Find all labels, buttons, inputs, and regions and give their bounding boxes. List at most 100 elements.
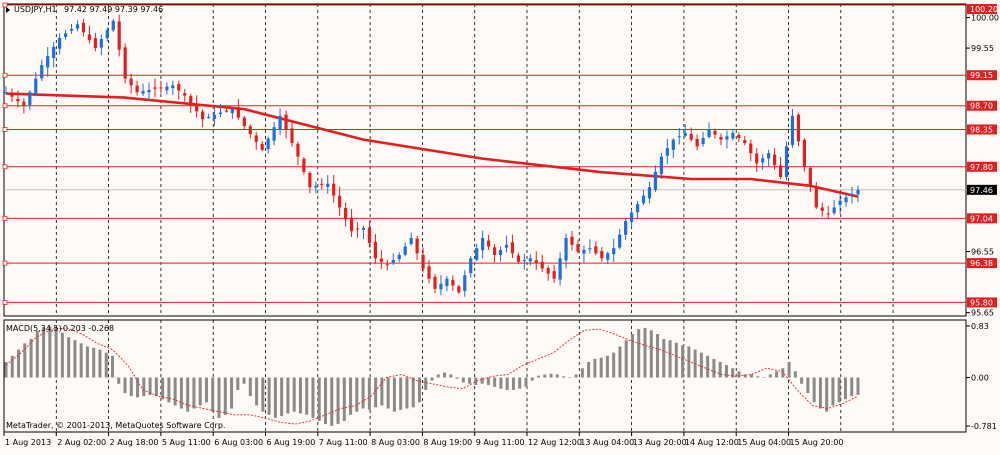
level-handle[interactable] (2, 72, 8, 78)
macd-bar (430, 377, 434, 381)
macd-bar (562, 376, 566, 378)
candle-body (731, 132, 735, 139)
level-handle[interactable] (2, 127, 8, 132)
macd-tick-label: 0.83 (971, 322, 989, 331)
macd-bar (367, 377, 371, 410)
candle-body (290, 128, 294, 144)
candle-body (808, 167, 812, 188)
macd-bar (161, 377, 165, 400)
candle-body (647, 187, 652, 199)
candles-layer (4, 14, 860, 297)
candle-body (195, 103, 199, 112)
candle-body (123, 47, 127, 79)
level-tag (967, 297, 997, 308)
macd-bar (223, 377, 227, 415)
symbol-label: USDJPY,H1 (14, 5, 57, 14)
macd-bar (204, 377, 208, 403)
macd-bar (392, 377, 396, 412)
macd-bar (42, 327, 46, 378)
candle-body (725, 136, 729, 140)
candle-body (778, 165, 783, 177)
candle-body (28, 92, 32, 105)
level-tag (967, 4, 997, 14)
level-tag (967, 70, 997, 81)
macd-bar (273, 377, 277, 418)
macd-bar (255, 377, 259, 406)
macd-bar (10, 355, 14, 378)
macd-bar (674, 342, 678, 378)
candle-body (302, 158, 306, 172)
macd-bar (148, 377, 152, 395)
macd-bar (543, 374, 547, 378)
candle-body (171, 85, 175, 89)
macd-bar (480, 377, 484, 384)
candle-body (713, 130, 717, 135)
macd-bar (850, 377, 854, 397)
candle-body (93, 38, 97, 49)
macd-bar (737, 371, 741, 378)
macd-bar (706, 355, 710, 378)
candle-body (558, 258, 562, 280)
level-handle[interactable] (2, 260, 8, 266)
time-tick-label: 8 Aug 03:00 (371, 438, 420, 447)
candle-body (701, 137, 705, 144)
candle-body (606, 253, 610, 260)
macd-bar (568, 377, 572, 379)
time-tick-label: 15 Aug 20:00 (790, 438, 844, 447)
macd-bar (330, 377, 334, 426)
macd-bar (198, 377, 202, 406)
macd-bar (374, 377, 378, 408)
level-handle[interactable] (2, 103, 8, 109)
candle-body (671, 139, 675, 150)
candle-body (218, 112, 223, 114)
ohlc-label: 97.42 97.49 97.39 97.46 (64, 5, 163, 14)
macd-bar (812, 377, 816, 403)
candle-body (850, 193, 854, 196)
time-tick-label: 9 Aug 11:00 (476, 438, 525, 447)
macd-tick-label: -0.781 (971, 422, 997, 431)
candle-body (338, 195, 342, 208)
candle-body (737, 134, 741, 138)
macd-bar (23, 343, 27, 378)
candle-body (653, 171, 658, 190)
price-tick-label: 95.65 (971, 309, 994, 318)
candle-body (677, 136, 681, 138)
candle-body (838, 200, 842, 205)
candle-body (433, 276, 437, 289)
macd-bar (217, 377, 221, 418)
macd-bar (48, 326, 52, 378)
time-tick-label: 12 Aug 12:00 (528, 438, 582, 447)
candle-body (421, 254, 425, 269)
macd-bar (712, 358, 716, 378)
candle-body (10, 93, 14, 97)
price-axis: 100.00 99.55 96.55 95.65 (966, 14, 999, 318)
candle-body (361, 227, 366, 230)
macd-bar (612, 352, 616, 378)
candle-body (665, 148, 669, 156)
macd-bar (211, 377, 215, 412)
time-tick-label: 6 Aug 03:00 (214, 438, 263, 447)
time-tick-label: 2 Aug 18:00 (110, 438, 159, 447)
level-handle[interactable] (2, 300, 8, 305)
level-handle[interactable] (2, 164, 8, 170)
macd-bar (618, 346, 622, 378)
candle-body (236, 107, 240, 118)
time-tick-label: 8 Aug 19:00 (423, 438, 472, 447)
candle-body (576, 244, 580, 252)
level-handle[interactable] (2, 2, 8, 8)
candle-body (540, 261, 544, 269)
level-tag-label: 98.70 (970, 102, 993, 111)
macd-bar (750, 374, 753, 378)
macd-bar (793, 371, 797, 378)
macd-bar (261, 377, 265, 412)
macd-bar (298, 377, 302, 414)
level-handle[interactable] (2, 215, 8, 221)
candle-body (260, 143, 264, 150)
candle-body (767, 153, 771, 159)
candle-body (52, 46, 56, 59)
macd-bar (486, 377, 490, 385)
macd-bar (79, 343, 83, 378)
candle-body (206, 117, 211, 119)
macd-bar (505, 377, 509, 390)
macd-bar (624, 340, 628, 378)
